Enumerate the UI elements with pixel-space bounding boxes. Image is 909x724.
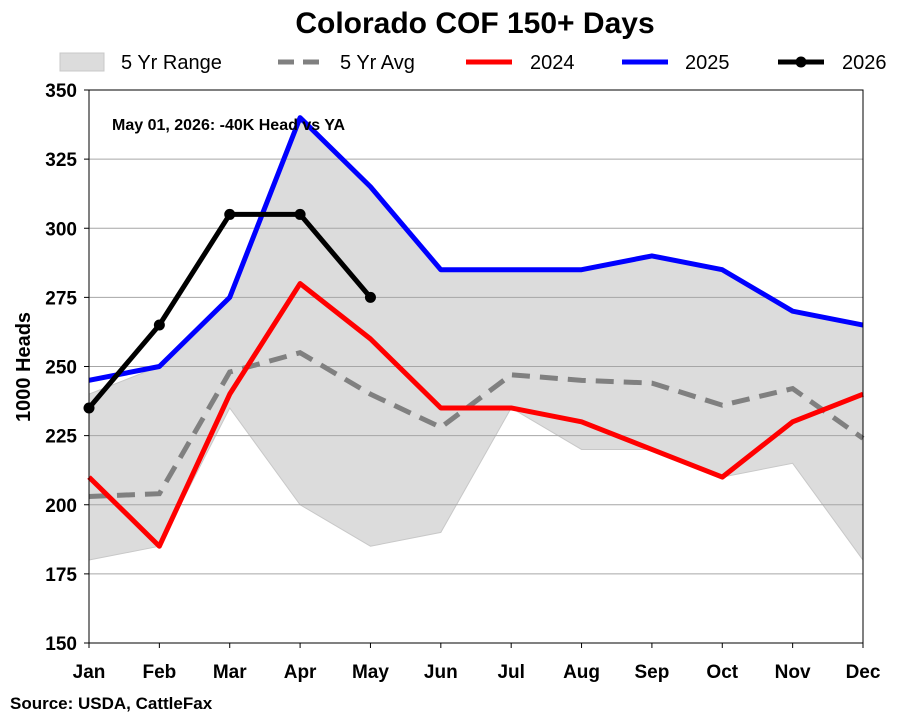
- y-tick-label-300: 300: [45, 219, 77, 240]
- legend-label-5-yr-avg: 5 Yr Avg: [340, 52, 415, 74]
- point-2026-feb: [153, 319, 165, 331]
- series-line-2024: [87, 281, 864, 549]
- y-axis-ticks: 150 175 200 225 250 275 300 325 350: [45, 81, 89, 655]
- x-tick-label-oct: Oct: [706, 662, 738, 683]
- series-line-5-yr-avg: [88, 349, 865, 499]
- x-tick-label-dec: Dec: [846, 662, 881, 683]
- series-line-2025: [88, 115, 864, 383]
- x-tick-label-nov: Nov: [775, 662, 811, 683]
- legend-label-2026: 2026: [842, 52, 887, 74]
- y-tick-label-200: 200: [45, 496, 77, 517]
- series-5-yr-avg: [88, 349, 865, 499]
- series-2025: [88, 115, 864, 383]
- x-tick-label-jan: Jan: [73, 662, 106, 683]
- y-tick-label-175: 175: [45, 565, 77, 586]
- source-note: Source: USDA, CattleFax: [10, 694, 213, 713]
- point-2026-may: [364, 291, 376, 303]
- series-2026: [83, 208, 376, 414]
- y-tick-label-150: 150: [45, 634, 77, 655]
- legend: 5 Yr Range 5 Yr Avg 2024 2025 2026: [59, 52, 887, 74]
- series-2024: [87, 281, 864, 549]
- y-tick-label-275: 275: [45, 288, 77, 309]
- x-tick-label-jul: Jul: [497, 662, 524, 683]
- legend-label-2025: 2025: [685, 52, 730, 74]
- point-2026-mar: [224, 208, 236, 220]
- x-tick-label-feb: Feb: [142, 662, 176, 683]
- x-tick-label-sep: Sep: [634, 662, 669, 683]
- legend-label-2024: 2024: [530, 52, 575, 74]
- y-tick-label-225: 225: [45, 427, 77, 448]
- point-2026-apr: [294, 208, 306, 220]
- plot-area: [83, 89, 865, 644]
- annotation: May 01, 2026: -40K Head vs YA: [112, 117, 345, 134]
- chart-title: Colorado COF 150+ Days: [295, 7, 654, 40]
- legend-label-range: 5 Yr Range: [121, 52, 222, 74]
- legend-marker-2026: [795, 56, 807, 68]
- x-tick-label-aug: Aug: [563, 662, 600, 683]
- y-tick-label-325: 325: [45, 150, 77, 171]
- legend-swatch-range: [59, 52, 105, 72]
- y-tick-label-350: 350: [45, 81, 77, 102]
- x-tick-label-mar: Mar: [213, 662, 247, 683]
- y-axis-label: 1000 Heads: [13, 312, 35, 422]
- x-tick-label-jun: Jun: [424, 662, 458, 683]
- x-axis-ticks: Jan Feb Mar Apr May Jun Jul Aug Sep Oct Nov Dec: [73, 643, 881, 683]
- y-tick-label-250: 250: [45, 358, 77, 379]
- x-tick-label-may: May: [352, 662, 389, 683]
- x-tick-label-apr: Apr: [284, 662, 317, 683]
- range-band: [88, 116, 864, 562]
